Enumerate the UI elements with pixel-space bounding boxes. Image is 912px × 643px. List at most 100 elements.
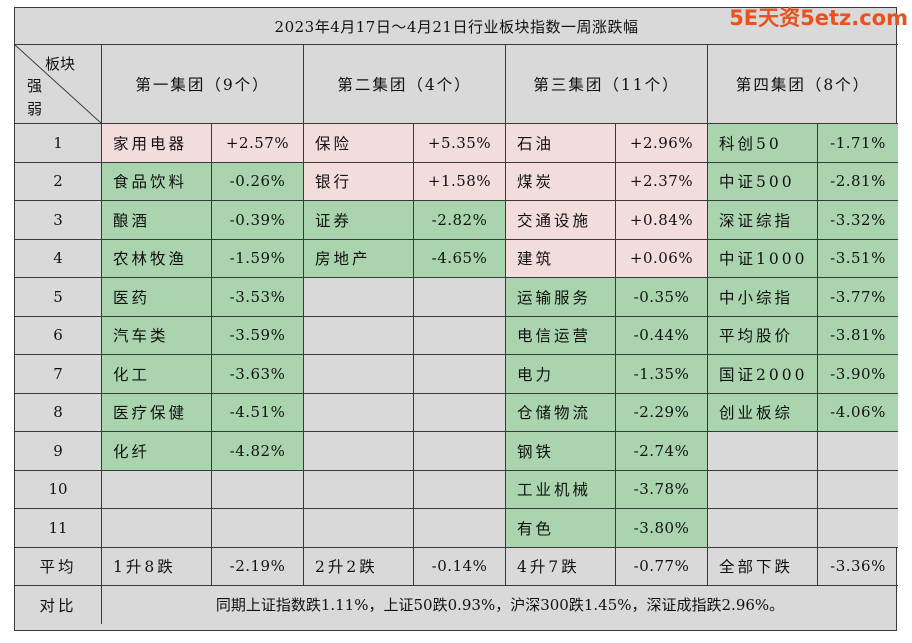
sector-name-cell: 化工 xyxy=(102,355,212,394)
group-header-2: 第二集团（4个） xyxy=(304,45,506,124)
sector-change-cell xyxy=(414,355,506,394)
sector-name-cell: 钢铁 xyxy=(506,432,616,471)
sector-name-cell xyxy=(102,470,212,509)
rank-cell: 1 xyxy=(15,124,102,163)
sector-change-cell: +1.58% xyxy=(414,162,506,201)
sector-name-cell: 石油 xyxy=(506,124,616,163)
sector-name-cell: 医疗保健 xyxy=(102,393,212,432)
sector-change-cell: -3.59% xyxy=(212,316,304,355)
sector-index-table: 2023年4月17日～4月21日行业板块指数一周涨跌幅 板块 强 弱 第一集团（… xyxy=(14,7,898,631)
rank-cell: 8 xyxy=(15,393,102,432)
sector-change-cell: -3.63% xyxy=(212,355,304,394)
sector-change-cell: -4.65% xyxy=(414,239,506,278)
diagonal-divider xyxy=(15,45,101,123)
sector-change-cell xyxy=(414,393,506,432)
corner-top-label: 板块 xyxy=(45,55,76,73)
sector-name-cell: 建筑 xyxy=(506,239,616,278)
sector-name-cell xyxy=(708,432,818,471)
sector-change-cell xyxy=(414,432,506,471)
sector-name-cell: 医药 xyxy=(102,278,212,317)
sector-change-cell: +2.96% xyxy=(616,124,708,163)
corner-header: 板块 强 弱 xyxy=(15,45,102,124)
sector-name-cell xyxy=(102,509,212,548)
sector-name-cell: 电信运营 xyxy=(506,316,616,355)
sector-change-cell xyxy=(818,509,898,548)
sector-change-cell: -4.06% xyxy=(818,393,898,432)
sector-change-cell: -2.82% xyxy=(414,201,506,240)
sector-name-cell: 煤炭 xyxy=(506,162,616,201)
table-title: 2023年4月17日～4月21日行业板块指数一周涨跌幅 xyxy=(15,8,898,45)
sector-name-cell: 科创50 xyxy=(708,124,818,163)
sector-change-cell: -3.51% xyxy=(818,239,898,278)
sector-change-cell: +2.37% xyxy=(616,162,708,201)
sector-change-cell xyxy=(818,432,898,471)
sector-name-cell: 国证2000 xyxy=(708,355,818,394)
sector-name-cell: 化纤 xyxy=(102,432,212,471)
rank-cell: 7 xyxy=(15,355,102,394)
sector-name-cell: 酿酒 xyxy=(102,201,212,240)
sector-name-cell: 农林牧渔 xyxy=(102,239,212,278)
sector-change-cell xyxy=(212,470,304,509)
sector-change-cell: -1.71% xyxy=(818,124,898,163)
sector-change-cell: -0.39% xyxy=(212,201,304,240)
sector-name-cell xyxy=(304,509,414,548)
sector-change-cell: -3.78% xyxy=(616,470,708,509)
sector-change-cell: +5.35% xyxy=(414,124,506,163)
average-count-cell: 全部下跌 xyxy=(708,547,818,586)
sector-change-cell xyxy=(212,509,304,548)
sector-change-cell: -3.90% xyxy=(818,355,898,394)
comparison-text: 同期上证指数跌1.11%，上证50跌0.93%，沪深300跌1.45%，深证成指… xyxy=(215,596,785,614)
group-header-4: 第四集团（8个） xyxy=(708,45,898,124)
sector-change-cell: -3.32% xyxy=(818,201,898,240)
sector-change-cell: -3.77% xyxy=(818,278,898,317)
sector-name-cell: 食品饮料 xyxy=(102,162,212,201)
sector-name-cell xyxy=(304,393,414,432)
average-count-cell: 1升8跌 xyxy=(102,547,212,586)
sector-change-cell: -3.80% xyxy=(616,509,708,548)
sector-change-cell xyxy=(414,278,506,317)
sector-name-cell: 中证500 xyxy=(708,162,818,201)
sector-name-cell xyxy=(304,278,414,317)
sector-change-cell: -0.44% xyxy=(616,316,708,355)
rank-cell: 4 xyxy=(15,239,102,278)
sector-name-cell: 有色 xyxy=(506,509,616,548)
sector-change-cell: -3.81% xyxy=(818,316,898,355)
sector-change-cell: +2.57% xyxy=(212,124,304,163)
sector-change-cell: -1.35% xyxy=(616,355,708,394)
rank-cell: 6 xyxy=(15,316,102,355)
sector-name-cell xyxy=(304,432,414,471)
sector-change-cell: -2.74% xyxy=(616,432,708,471)
sector-change-cell xyxy=(414,316,506,355)
sector-name-cell xyxy=(708,509,818,548)
sector-name-cell: 房地产 xyxy=(304,239,414,278)
average-count-cell: 4升7跌 xyxy=(506,547,616,586)
sector-name-cell: 运输服务 xyxy=(506,278,616,317)
average-label: 平均 xyxy=(15,547,102,586)
sector-name-cell xyxy=(304,316,414,355)
sector-change-cell: -3.53% xyxy=(212,278,304,317)
average-change-cell: -2.19% xyxy=(212,547,304,586)
average-count-cell: 2升2跌 xyxy=(304,547,414,586)
sector-name-cell: 工业机械 xyxy=(506,470,616,509)
average-change-cell: -0.14% xyxy=(414,547,506,586)
sector-change-cell: -4.82% xyxy=(212,432,304,471)
sector-change-cell: -0.26% xyxy=(212,162,304,201)
group-header-3: 第三集团（11个） xyxy=(506,45,708,124)
sector-change-cell xyxy=(818,470,898,509)
sector-name-cell: 交通设施 xyxy=(506,201,616,240)
rank-cell: 2 xyxy=(15,162,102,201)
sector-name-cell: 银行 xyxy=(304,162,414,201)
sector-name-cell: 证券 xyxy=(304,201,414,240)
sector-name-cell: 汽车类 xyxy=(102,316,212,355)
sector-name-cell: 保险 xyxy=(304,124,414,163)
sector-name-cell: 家用电器 xyxy=(102,124,212,163)
sector-name-cell: 深证综指 xyxy=(708,201,818,240)
sector-change-cell xyxy=(414,509,506,548)
sector-name-cell: 中小综指 xyxy=(708,278,818,317)
sector-name-cell: 创业板综 xyxy=(708,393,818,432)
sector-name-cell xyxy=(304,470,414,509)
average-change-cell: -0.77% xyxy=(616,547,708,586)
average-change-cell: -3.36% xyxy=(818,548,898,586)
corner-left-label-1: 强 xyxy=(27,77,43,95)
rank-cell: 3 xyxy=(15,201,102,240)
